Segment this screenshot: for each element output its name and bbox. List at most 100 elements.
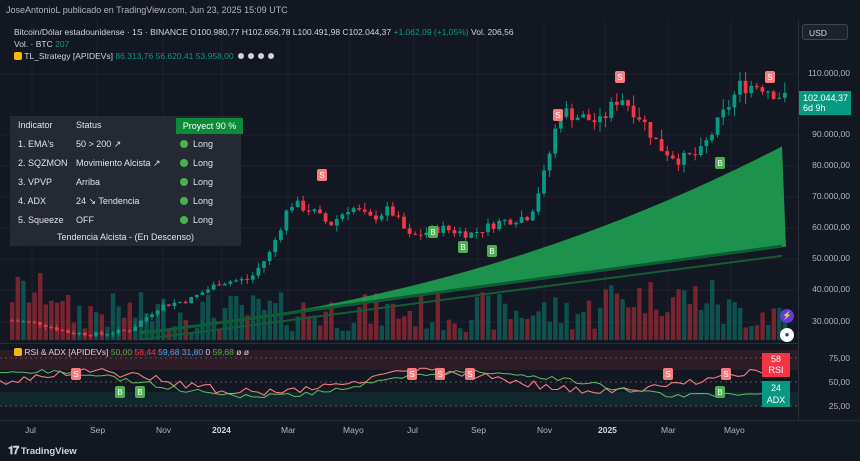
rsi-adx-chart[interactable]: SB BS S S SBS <box>0 344 798 420</box>
candle <box>110 333 115 335</box>
candle <box>217 284 222 286</box>
candle <box>144 317 149 321</box>
candle <box>150 314 154 318</box>
lightning-icon[interactable]: ⚡ <box>780 309 794 323</box>
footer: 𝟏𝟕 TradingView <box>0 438 860 461</box>
volume-legend[interactable]: Vol. · BTC 207 <box>14 39 69 49</box>
volume-bar <box>312 315 317 340</box>
volume-bar <box>670 297 676 340</box>
time-label: Mayo <box>724 425 745 435</box>
volume-bar <box>446 319 452 340</box>
volume-bar <box>334 327 340 340</box>
candle <box>542 170 546 194</box>
rsi-value: 59,68 <box>212 347 234 357</box>
candle <box>738 80 742 95</box>
candle <box>374 215 378 220</box>
volume-bar <box>407 310 412 340</box>
volume-bar <box>396 318 401 340</box>
volume-bar <box>525 318 530 340</box>
candle <box>491 223 496 230</box>
candle <box>603 116 608 119</box>
buy-signal: B <box>458 241 468 253</box>
candle <box>82 332 87 336</box>
volume-bar <box>340 330 345 340</box>
candle <box>480 232 485 234</box>
rsi-value: 50,00 <box>110 347 133 357</box>
dot-icon <box>247 53 254 59</box>
strategy-legend[interactable]: TL_Strategy [APIDEVs] 86.313,76 56.620,4… <box>14 51 276 61</box>
time-label: Mar <box>661 425 676 435</box>
volume-bar <box>558 323 564 340</box>
row-name: 5. Squeeze <box>18 215 64 225</box>
volume-bar <box>38 273 43 340</box>
volume-bar <box>491 329 496 340</box>
volume-bar <box>368 323 373 340</box>
sell-signal: S <box>407 368 417 380</box>
time-axis[interactable]: Jul Sep Nov 2024 Mar Mayo Jul Sep Nov 20… <box>0 420 860 438</box>
volume-bar <box>66 294 71 340</box>
volume-bar <box>637 288 642 340</box>
buy-signal: B <box>487 245 497 257</box>
sell-signal: S <box>615 71 625 83</box>
tradingview-logo[interactable]: 𝟏𝟕 TradingView <box>8 445 77 458</box>
volume-bar <box>222 307 228 340</box>
strategy-values: 86.313,76 56.620,41 53.958,00 <box>115 51 234 61</box>
volume-bar <box>542 302 547 340</box>
candle <box>323 213 328 222</box>
row-signal: Long <box>193 215 214 225</box>
price-axis[interactable]: 110.000,00 90.000,00 80.000,00 70.000,00… <box>798 20 860 420</box>
row-name: 2. SQZMON <box>18 158 68 168</box>
candle <box>682 152 686 165</box>
indicator-table: Indicator Status Proyect 90 % 1. EMA's 5… <box>10 116 243 246</box>
candle <box>10 320 14 322</box>
candle <box>43 325 48 327</box>
volume-bar <box>777 307 782 340</box>
svg-text:B: B <box>460 243 465 252</box>
volume-bar <box>278 292 284 340</box>
candle <box>502 219 507 221</box>
flag-icon[interactable]: ● <box>780 328 794 342</box>
candle <box>721 109 726 118</box>
volume-bar <box>435 292 440 340</box>
volume-bar <box>402 316 407 340</box>
proyect-badge: Proyect 90 % <box>176 118 243 134</box>
volume-bar <box>715 304 720 340</box>
ema-ribbon-lower <box>139 254 783 340</box>
candle <box>362 209 367 212</box>
candle <box>452 230 457 234</box>
candle <box>206 289 210 293</box>
candle <box>486 223 490 233</box>
adx-tag: 24 ADX <box>762 381 790 407</box>
time-label: Jul <box>25 425 36 435</box>
candle <box>15 320 20 322</box>
candle <box>379 215 384 220</box>
rsi-legend[interactable]: RSI & ADX [APIDEVs] 50,00 58,44 59,68 31… <box>14 347 249 357</box>
rsi-tag: 58 RSI <box>762 353 790 377</box>
time-label: 2024 <box>212 425 231 435</box>
candle <box>743 80 748 94</box>
volume-bar <box>665 312 670 340</box>
brand-name: TradingView <box>20 446 77 457</box>
table-row: 1. EMA's 50 > 200 ↗ Long <box>10 135 241 153</box>
candle <box>698 146 703 156</box>
volume-bar <box>592 328 597 340</box>
sell-signal: S <box>435 368 445 380</box>
volume-bar <box>749 326 754 340</box>
volume-bar <box>682 290 687 340</box>
candle <box>547 153 552 171</box>
candle <box>351 208 356 212</box>
ema-ribbon-upper <box>139 244 783 335</box>
svg-text:S: S <box>555 111 560 120</box>
volume-bar <box>245 315 250 340</box>
candle <box>631 105 636 118</box>
candle <box>749 85 754 94</box>
candle <box>620 100 625 105</box>
currency-selector[interactable]: USD <box>802 24 848 40</box>
volume-bar <box>598 307 603 340</box>
volume-bar <box>49 300 54 340</box>
volume-bar <box>642 313 648 340</box>
time-label: Mar <box>281 425 296 435</box>
volume-bar <box>211 317 216 340</box>
symbol-legend[interactable]: Bitcoin/Dólar estadounidense · 1S · BINA… <box>14 27 514 37</box>
